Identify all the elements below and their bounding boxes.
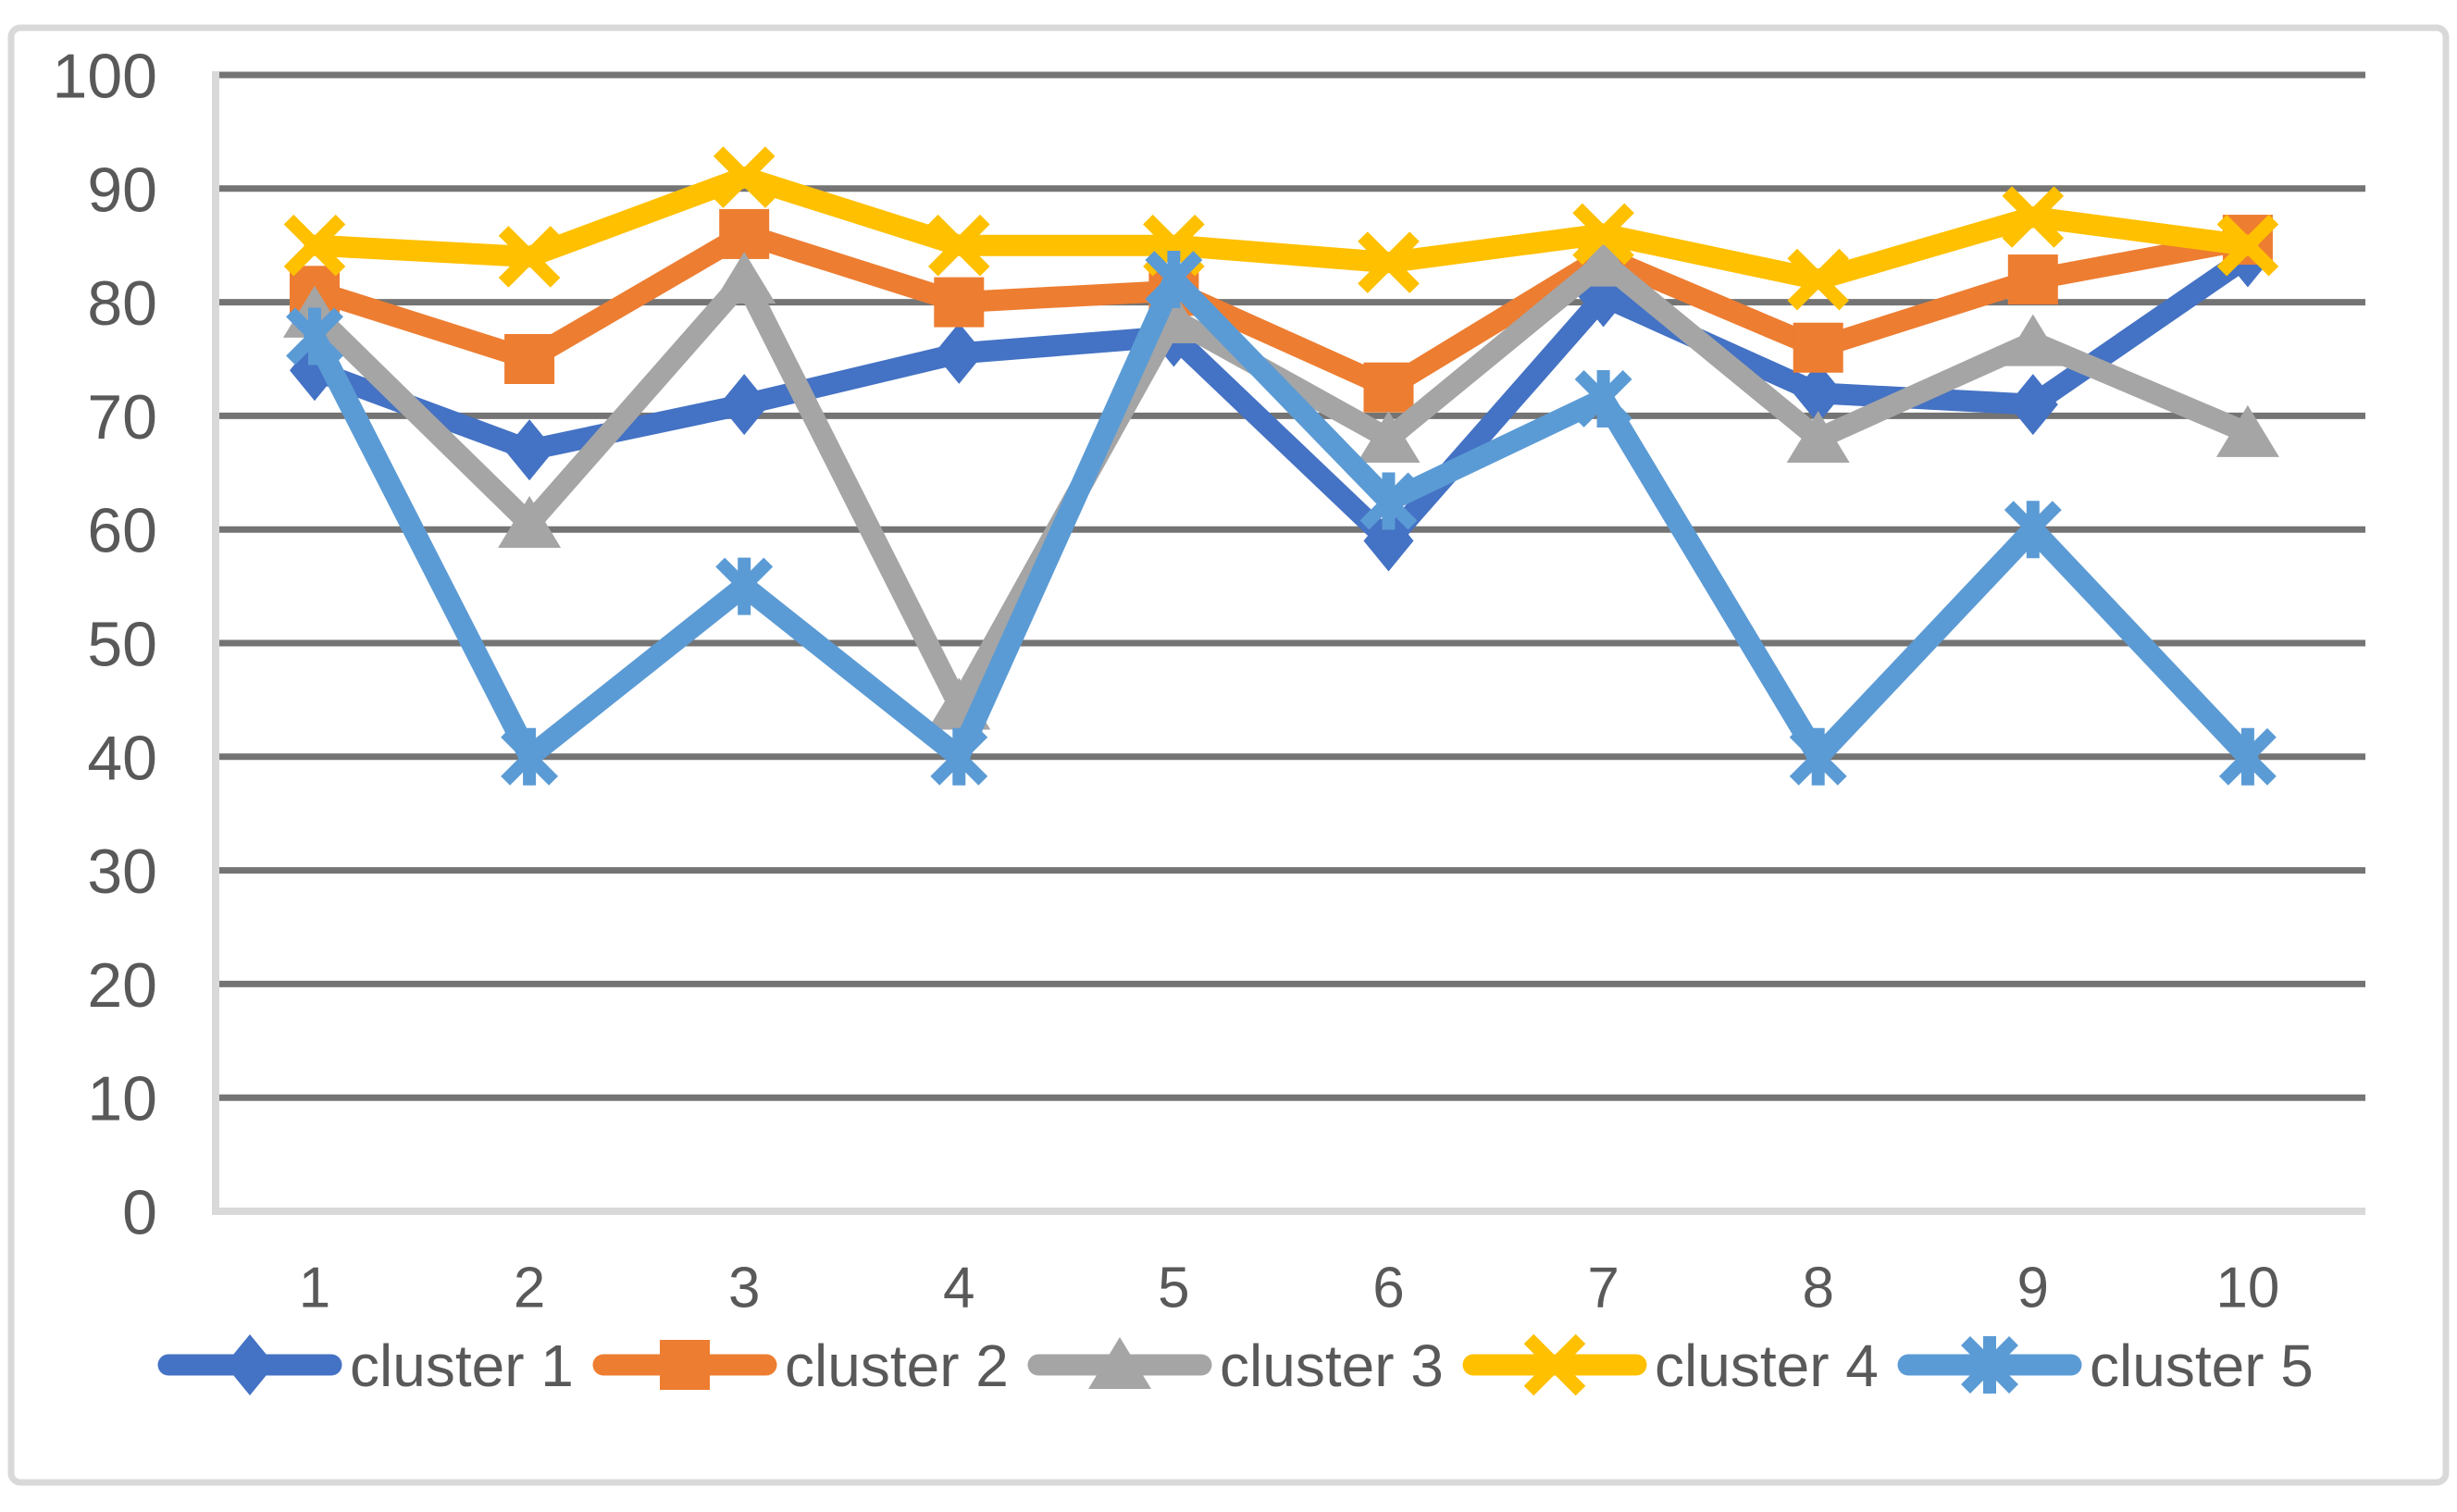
- data-point-marker: [1572, 203, 1634, 266]
- x-axis-label: 9: [2017, 1256, 2049, 1320]
- x-axis-label: 2: [514, 1256, 545, 1320]
- data-point-marker: [934, 322, 985, 384]
- data-point-marker: [934, 277, 985, 328]
- data-point-marker: [286, 307, 343, 366]
- data-point-marker: [1363, 510, 1414, 572]
- series-cluster-5: [286, 251, 2277, 786]
- data-point-marker: [1359, 472, 1418, 530]
- data-point-marker: [719, 208, 770, 259]
- data-point-marker: [498, 226, 561, 288]
- data-point-marker: [2218, 727, 2277, 786]
- data-point-marker: [719, 374, 770, 436]
- x-axis-label: 5: [1158, 1256, 1189, 1320]
- data-point-marker: [2002, 186, 2065, 248]
- data-point-marker: [1357, 410, 1421, 463]
- legend-marker-icon: [1088, 1337, 1151, 1389]
- x-axis-label: 10: [2215, 1256, 2279, 1320]
- legend-label: cluster 5: [2090, 1332, 2314, 1399]
- y-axis-label: 100: [53, 41, 157, 111]
- series-line: [304, 167, 2259, 291]
- legend-item-cluster-1: cluster 1: [157, 1332, 574, 1399]
- data-point-marker: [283, 214, 346, 277]
- series-cluster-4: [283, 146, 2279, 311]
- data-point-marker: [2007, 374, 2058, 436]
- x-axis-label: 3: [728, 1256, 760, 1320]
- y-axis-label: 90: [87, 155, 157, 225]
- data-point-marker: [1145, 251, 1203, 309]
- data-point-marker: [1787, 248, 1850, 311]
- y-axis-label: 60: [87, 496, 157, 566]
- y-axis-label: 10: [87, 1064, 157, 1134]
- data-point-marker: [930, 727, 988, 786]
- data-point-marker: [2001, 314, 2065, 366]
- legend-marker-icon: [1961, 1336, 2018, 1394]
- legend-label: cluster 4: [1655, 1332, 1879, 1399]
- data-point-marker: [1789, 727, 1847, 786]
- x-axis-label: 7: [1587, 1256, 1619, 1320]
- y-axis-labels: 0 10 20 30 40 50 60 70 80 90 100: [53, 41, 157, 1247]
- legend-marker-icon: [1523, 1333, 1586, 1396]
- data-point-marker: [1793, 322, 1843, 373]
- y-axis-label: 40: [87, 723, 157, 793]
- legend-marker-icon: [660, 1340, 710, 1390]
- y-axis-label: 50: [87, 609, 157, 679]
- legend-marker-icon: [225, 1334, 275, 1395]
- series-line: [304, 223, 2259, 399]
- x-axis-label: 8: [1802, 1256, 1833, 1320]
- data-point-marker: [2007, 254, 2058, 305]
- data-point-marker: [2216, 214, 2279, 277]
- legend-label: cluster 1: [350, 1332, 574, 1399]
- legend-item-cluster-2: cluster 2: [592, 1332, 1009, 1399]
- x-axis-label: 6: [1372, 1256, 1404, 1320]
- data-point-marker: [501, 727, 559, 786]
- data-point-marker: [504, 334, 555, 384]
- legend-item-cluster-4: cluster 4: [1462, 1332, 1879, 1399]
- data-point-marker: [713, 252, 776, 304]
- data-point-marker: [1786, 410, 1850, 463]
- y-axis-label: 70: [87, 382, 157, 452]
- data-point-marker: [504, 419, 555, 481]
- data-point-marker: [713, 146, 776, 208]
- y-axis-label: 80: [87, 268, 157, 339]
- data-point-marker: [2004, 501, 2062, 559]
- y-axis-label: 0: [122, 1177, 157, 1247]
- series-line: [304, 268, 2259, 768]
- data-point-marker: [1358, 231, 1420, 293]
- data-point-marker: [498, 496, 562, 549]
- x-axis-label: 4: [943, 1256, 974, 1320]
- y-axis-label: 30: [87, 837, 157, 907]
- data-point-marker: [927, 214, 990, 277]
- axes: [212, 71, 2365, 1215]
- data-point-marker: [1574, 369, 1632, 428]
- data-point-marker: [1793, 362, 1843, 424]
- data-point-marker: [1571, 234, 1635, 287]
- x-axis-labels: 1 2 3 4 5 6 7 8 9 10: [299, 1256, 2280, 1320]
- x-axis-label: 1: [299, 1256, 330, 1320]
- data-point-marker: [715, 557, 774, 615]
- data-point-marker: [2215, 404, 2279, 457]
- legend-label: cluster 2: [785, 1332, 1009, 1399]
- data-point-marker: [1363, 362, 1414, 413]
- y-axis-label: 20: [87, 950, 157, 1021]
- legend-item-cluster-5: cluster 5: [1897, 1332, 2314, 1399]
- legend-item-cluster-3: cluster 3: [1027, 1332, 1444, 1399]
- legend-label: cluster 3: [1220, 1332, 1444, 1399]
